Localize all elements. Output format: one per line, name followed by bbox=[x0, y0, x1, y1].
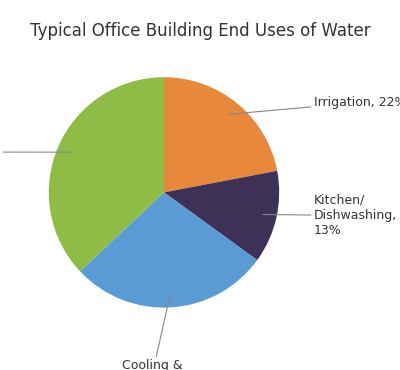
Text: Typical Office Building End Uses of Water: Typical Office Building End Uses of Wate… bbox=[30, 22, 370, 40]
Wedge shape bbox=[164, 171, 279, 260]
Text: Cooling &
Heating, 28%: Cooling & Heating, 28% bbox=[110, 293, 195, 370]
Wedge shape bbox=[164, 77, 277, 192]
Wedge shape bbox=[49, 77, 164, 271]
Text: Kitchen/
Dishwashing,
13%: Kitchen/ Dishwashing, 13% bbox=[263, 194, 397, 237]
Text: Sanitary, 37%: Sanitary, 37% bbox=[0, 145, 71, 159]
Wedge shape bbox=[80, 192, 257, 307]
Text: Irrigation, 22%: Irrigation, 22% bbox=[229, 96, 400, 114]
